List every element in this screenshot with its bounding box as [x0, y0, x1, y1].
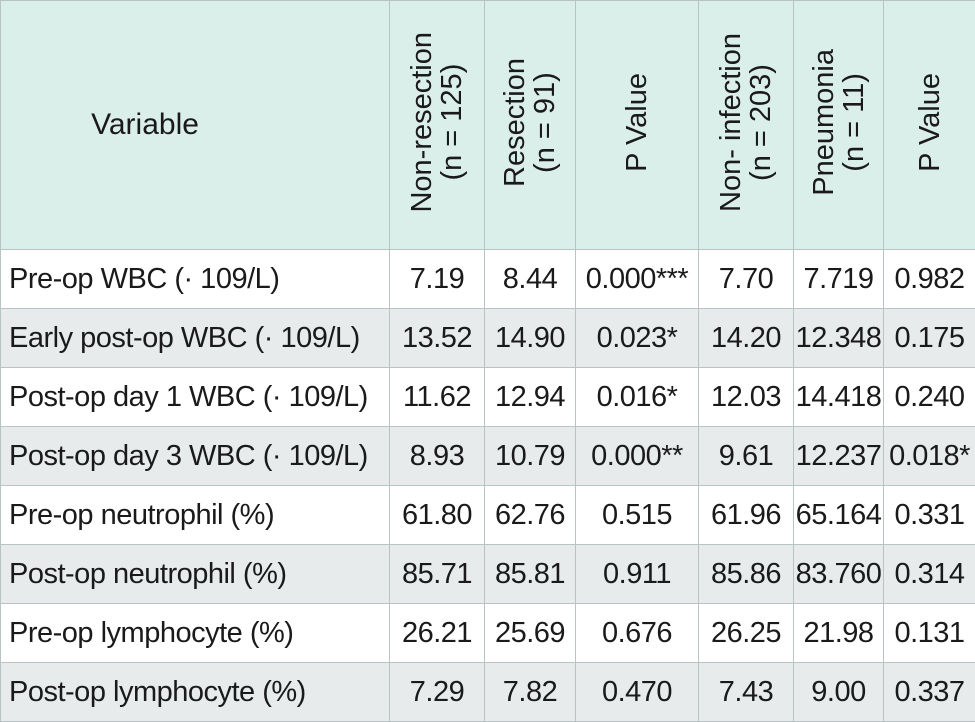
cell-p-value-2: 0.982: [884, 250, 975, 309]
header-p-value-2: P Value: [884, 1, 975, 250]
cell-pneumonia: 83.760: [794, 545, 884, 604]
header-resection-n: (n = 91): [530, 58, 560, 187]
header-resection-label: Resection: [500, 58, 530, 187]
cell-variable: Pre-op WBC (· 109/L): [1, 250, 390, 309]
cell-variable: Post-op neutrophil (%): [1, 545, 390, 604]
cell-resection: 7.82: [485, 663, 576, 722]
header-p-value-1-label: P Value: [622, 73, 652, 172]
cell-non-resection: 85.71: [390, 545, 485, 604]
header-pneumonia: Pneumonia (n = 11): [794, 1, 884, 250]
cell-p-value-1: 0.470: [576, 663, 699, 722]
header-variable: Variable: [1, 1, 390, 250]
cell-variable: Pre-op neutrophil (%): [1, 486, 390, 545]
table-body: Pre-op WBC (· 109/L) 7.19 8.44 0.000*** …: [1, 250, 975, 722]
cell-p-value-2: 0.131: [884, 604, 975, 663]
header-p-value-2-label: P Value: [915, 73, 945, 172]
header-pneumonia-label: Pneumonia: [809, 49, 839, 196]
table-row: Early post-op WBC (· 109/L) 13.52 14.90 …: [1, 309, 975, 368]
cell-variable: Post-op day 1 WBC (· 109/L): [1, 368, 390, 427]
table-row: Post-op lymphocyte (%) 7.29 7.82 0.470 7…: [1, 663, 975, 722]
table-header: Variable Non-resection (n = 125) Resecti…: [1, 1, 975, 250]
cell-p-value-2: 0.337: [884, 663, 975, 722]
cell-variable: Post-op day 3 WBC (· 109/L): [1, 427, 390, 486]
table-row: Pre-op neutrophil (%) 61.80 62.76 0.515 …: [1, 486, 975, 545]
cell-p-value-2: 0.175: [884, 309, 975, 368]
header-non-resection: Non-resection (n = 125): [390, 1, 485, 250]
cell-resection: 14.90: [485, 309, 576, 368]
cell-non-resection: 7.29: [390, 663, 485, 722]
cell-non-infection: 85.86: [699, 545, 794, 604]
header-non-resection-label: Non-resection: [407, 32, 437, 213]
cell-resection: 8.44: [485, 250, 576, 309]
cell-pneumonia: 9.00: [794, 663, 884, 722]
cell-resection: 85.81: [485, 545, 576, 604]
cell-resection: 62.76: [485, 486, 576, 545]
cell-p-value-1: 0.000***: [576, 250, 699, 309]
cell-non-resection: 11.62: [390, 368, 485, 427]
cell-pneumonia: 14.418: [794, 368, 884, 427]
cell-p-value-2: 0.314: [884, 545, 975, 604]
cell-non-infection: 26.25: [699, 604, 794, 663]
header-non-infection-n: (n = 203): [746, 33, 776, 212]
cell-non-resection: 8.93: [390, 427, 485, 486]
cell-non-infection: 7.70: [699, 250, 794, 309]
cell-p-value-1: 0.911: [576, 545, 699, 604]
cell-non-resection: 26.21: [390, 604, 485, 663]
cell-non-resection: 61.80: [390, 486, 485, 545]
cell-non-infection: 61.96: [699, 486, 794, 545]
cell-variable: Post-op lymphocyte (%): [1, 663, 390, 722]
header-non-resection-n: (n = 125): [437, 32, 467, 213]
cell-p-value-1: 0.016*: [576, 368, 699, 427]
cell-p-value-2: 0.331: [884, 486, 975, 545]
table-row: Pre-op WBC (· 109/L) 7.19 8.44 0.000*** …: [1, 250, 975, 309]
cell-p-value-1: 0.515: [576, 486, 699, 545]
header-resection: Resection (n = 91): [485, 1, 576, 250]
cell-resection: 10.79: [485, 427, 576, 486]
header-pneumonia-n: (n = 11): [839, 49, 869, 196]
table-row: Post-op neutrophil (%) 85.71 85.81 0.911…: [1, 545, 975, 604]
cell-p-value-1: 0.000**: [576, 427, 699, 486]
cell-pneumonia: 12.237: [794, 427, 884, 486]
header-p-value-1: P Value: [576, 1, 699, 250]
cell-resection: 25.69: [485, 604, 576, 663]
cell-p-value-2: 0.018*: [884, 427, 975, 486]
header-row: Variable Non-resection (n = 125) Resecti…: [1, 1, 975, 250]
table-row: Pre-op lymphocyte (%) 26.21 25.69 0.676 …: [1, 604, 975, 663]
cell-non-resection: 7.19: [390, 250, 485, 309]
header-non-infection: Non- infection (n = 203): [699, 1, 794, 250]
cell-p-value-2: 0.240: [884, 368, 975, 427]
cell-pneumonia: 65.164: [794, 486, 884, 545]
header-non-infection-label: Non- infection: [716, 33, 746, 212]
cell-variable: Early post-op WBC (· 109/L): [1, 309, 390, 368]
cell-p-value-1: 0.023*: [576, 309, 699, 368]
cell-non-infection: 7.43: [699, 663, 794, 722]
cell-variable: Pre-op lymphocyte (%): [1, 604, 390, 663]
cell-non-infection: 12.03: [699, 368, 794, 427]
cell-pneumonia: 7.719: [794, 250, 884, 309]
cell-non-infection: 14.20: [699, 309, 794, 368]
cell-non-infection: 9.61: [699, 427, 794, 486]
table-row: Post-op day 1 WBC (· 109/L) 11.62 12.94 …: [1, 368, 975, 427]
table-row: Post-op day 3 WBC (· 109/L) 8.93 10.79 0…: [1, 427, 975, 486]
cell-resection: 12.94: [485, 368, 576, 427]
cell-pneumonia: 21.98: [794, 604, 884, 663]
cell-p-value-1: 0.676: [576, 604, 699, 663]
cell-pneumonia: 12.348: [794, 309, 884, 368]
cell-non-resection: 13.52: [390, 309, 485, 368]
